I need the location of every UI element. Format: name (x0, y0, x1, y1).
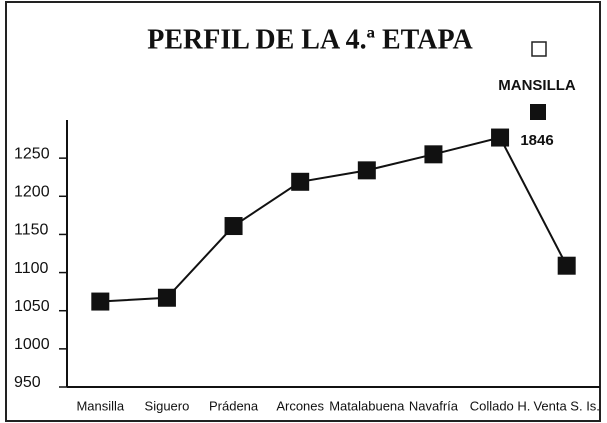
point (491, 128, 510, 147)
x-tick-label: Matalabuena (329, 398, 405, 413)
y-tick-label: 950 (14, 374, 41, 391)
point (357, 161, 376, 180)
y-tick-label: 1100 (14, 260, 49, 277)
legend-filled-square (530, 104, 546, 120)
y-tick-label: 1250 (14, 145, 50, 162)
point (91, 292, 110, 311)
x-tick-label: Siguero (145, 398, 190, 413)
x-tick-label: Prádena (209, 398, 259, 413)
y-tick-label: 1200 (14, 184, 50, 201)
annotation: MANSILLA (498, 77, 576, 94)
x-tick-label: Venta S. Is. (533, 398, 600, 413)
x-tick-label: Arcones (276, 398, 324, 413)
point (157, 288, 176, 307)
y-tick-label: 1000 (14, 336, 50, 353)
x-tick-label: Navafría (409, 398, 459, 413)
point (557, 256, 576, 275)
frame (5, 1, 601, 422)
line (100, 136, 568, 303)
x-tick-label: Mansilla (76, 398, 124, 413)
y-tick-label: 1050 (14, 298, 50, 315)
point (424, 145, 443, 164)
point (291, 172, 310, 191)
x-tick-label: Collado H. (470, 398, 531, 413)
chart-title: PERFIL DE LA 4.ª ETAPA (147, 24, 473, 55)
legend-open-square (531, 41, 547, 57)
point (224, 217, 243, 236)
y-tick-label: 1150 (14, 222, 49, 239)
annotation: 1846 (520, 132, 553, 149)
